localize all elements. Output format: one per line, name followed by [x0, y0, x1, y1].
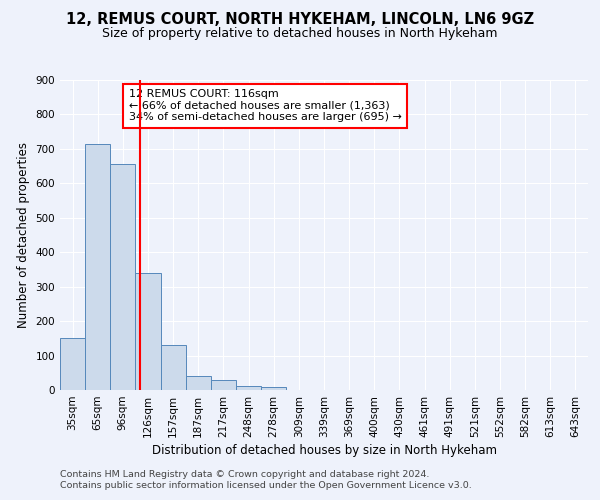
Bar: [85, 144, 110, 390]
Bar: [211, 380, 236, 390]
Text: 12, REMUS COURT, NORTH HYKEHAM, LINCOLN, LN6 9GZ: 12, REMUS COURT, NORTH HYKEHAM, LINCOLN,…: [66, 12, 534, 28]
Bar: [60, 338, 85, 390]
Text: Contains HM Land Registry data © Crown copyright and database right 2024.: Contains HM Land Registry data © Crown c…: [60, 470, 430, 479]
Text: Contains public sector information licensed under the Open Government Licence v3: Contains public sector information licen…: [60, 481, 472, 490]
Bar: [161, 345, 186, 390]
Bar: [110, 164, 136, 390]
Text: 12 REMUS COURT: 116sqm
← 66% of detached houses are smaller (1,363)
34% of semi-: 12 REMUS COURT: 116sqm ← 66% of detached…: [128, 90, 401, 122]
X-axis label: Distribution of detached houses by size in North Hykeham: Distribution of detached houses by size …: [151, 444, 497, 457]
Bar: [136, 273, 161, 390]
Bar: [236, 386, 261, 390]
Y-axis label: Number of detached properties: Number of detached properties: [17, 142, 30, 328]
Bar: [186, 376, 211, 390]
Text: Size of property relative to detached houses in North Hykeham: Size of property relative to detached ho…: [102, 28, 498, 40]
Bar: [261, 387, 286, 390]
